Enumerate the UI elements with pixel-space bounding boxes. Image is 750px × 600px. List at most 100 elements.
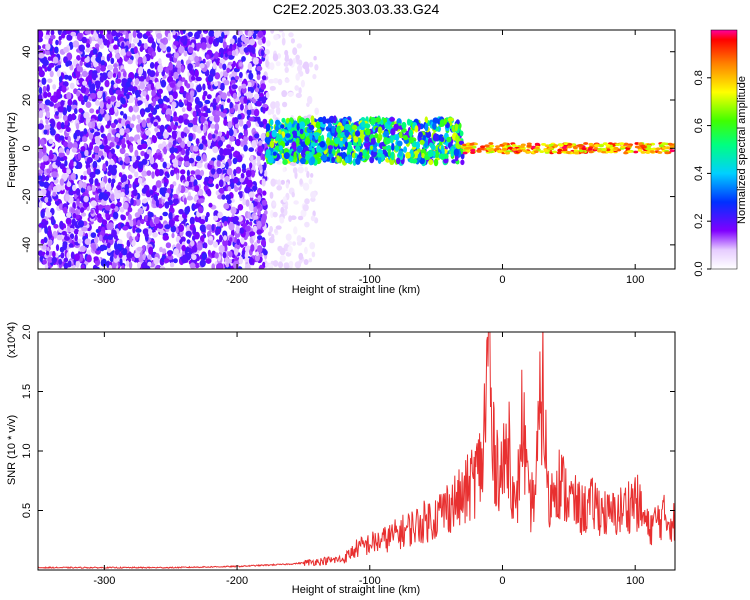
spectrogram-cell xyxy=(93,256,99,261)
spectrogram-cell xyxy=(195,138,200,145)
spectrogram-cell xyxy=(434,150,440,159)
spectrogram-cell xyxy=(267,108,272,116)
spectrogram-cell xyxy=(212,104,217,111)
spectrogram-cell xyxy=(39,162,46,170)
spectrogram-cell xyxy=(178,208,184,215)
spectrogram-cell xyxy=(65,217,72,225)
spectrogram-cell xyxy=(72,184,77,192)
x-tick-label: 0 xyxy=(499,274,505,286)
spectrogram-cell xyxy=(359,129,364,138)
spectrogram-cell xyxy=(128,32,133,41)
spectrogram-cell xyxy=(295,54,300,61)
spectrogram-cell xyxy=(176,82,183,88)
spectrogram-cell xyxy=(100,259,107,267)
spectrogram-cell xyxy=(77,152,82,160)
spectrogram-cell xyxy=(165,108,172,117)
spectrogram-cell xyxy=(166,173,170,178)
spectrogram-cell xyxy=(166,46,171,53)
spectrogram-cell xyxy=(240,35,247,42)
spectrogram-cell xyxy=(42,155,49,162)
spectrogram-cell xyxy=(665,146,671,150)
spectrogram-cell xyxy=(100,55,106,62)
spectrogram-cell xyxy=(38,30,44,39)
spectrogram-cell xyxy=(126,51,132,56)
spectrogram-cell xyxy=(190,176,195,182)
spectrogram-cell xyxy=(256,155,261,163)
spectrogram-cell xyxy=(53,223,59,229)
spectrogram-cell xyxy=(75,260,80,268)
spectrogram-cell xyxy=(494,147,500,151)
spectrogram-cell xyxy=(334,137,341,145)
spectrogram-cell xyxy=(175,227,179,234)
spectrogram-cell xyxy=(178,224,185,233)
spectrogram-cell xyxy=(257,209,261,217)
spectrogram-cell xyxy=(135,124,141,130)
spectrogram-cell xyxy=(280,179,285,185)
spectrogram-cell xyxy=(236,238,241,245)
spectrogram-cell xyxy=(63,257,69,263)
spectrogram-cell xyxy=(383,130,390,138)
spectrogram-cell xyxy=(136,32,143,39)
spectrogram-cell xyxy=(247,211,251,220)
spectrogram-cell xyxy=(263,249,268,256)
spectrogram-cell xyxy=(669,145,675,149)
spectrogram-cell xyxy=(281,90,288,98)
spectrogram-cell xyxy=(263,210,268,215)
spectrogram-cell xyxy=(115,89,122,95)
spectrogram-cell xyxy=(151,171,155,179)
spectrogram-cell xyxy=(543,149,549,153)
spectrogram-cell xyxy=(401,121,407,129)
spectrogram-cell xyxy=(204,176,210,182)
spectrogram-cell xyxy=(110,148,115,155)
spectrogram-cell xyxy=(112,211,119,220)
spectrogram-cell xyxy=(156,188,160,193)
spectrogram-cell xyxy=(168,219,175,228)
spectrogram-cell xyxy=(165,67,170,74)
spectrogram-cell xyxy=(121,118,126,127)
spectrogram-cell xyxy=(224,175,230,183)
spectrogram-cell xyxy=(304,198,310,205)
spectrogram-cell xyxy=(48,138,54,144)
spectrogram-cell xyxy=(626,145,632,148)
spectrogram-cell xyxy=(69,82,75,90)
spectrogram-cell xyxy=(235,138,241,147)
spectrogram-cell xyxy=(201,135,206,141)
spectrogram-cell xyxy=(127,59,133,65)
spectrogram-cell xyxy=(47,240,52,247)
spectrogram-cell xyxy=(218,179,224,188)
spectrogram-cell xyxy=(63,206,68,214)
spectrogram-cell xyxy=(42,259,47,265)
spectrogram-cell xyxy=(634,145,640,149)
spectrogram-cell xyxy=(77,161,82,169)
spectrogram-cell xyxy=(173,71,179,80)
spectrogram-cell xyxy=(115,101,121,108)
spectrogram-cell xyxy=(69,64,74,71)
spectrogram-y-label: Frequency (Hz) xyxy=(6,112,18,188)
spectrogram-cell xyxy=(99,100,104,109)
spectrogram-cell xyxy=(222,41,227,49)
spectrogram-cell xyxy=(124,188,130,196)
spectrogram-cell xyxy=(154,127,159,132)
spectrogram-cell xyxy=(321,154,328,162)
spectrogram-cell xyxy=(55,39,59,46)
spectrogram-cell xyxy=(258,264,264,269)
spectrogram-cell xyxy=(511,148,517,151)
spectrogram-cell xyxy=(140,150,146,157)
spectrogram-cell xyxy=(290,215,297,220)
spectrogram-cell xyxy=(127,207,133,213)
spectrogram-cell xyxy=(124,128,130,134)
spectrogram-cell xyxy=(58,36,62,41)
spectrogram-cell xyxy=(70,251,75,260)
spectrogram-cell xyxy=(38,52,45,59)
spectrogram-cell xyxy=(38,223,43,228)
y-tick-label: 1.0 xyxy=(21,443,33,458)
spectrogram-cell xyxy=(173,40,179,46)
spectrogram-cell xyxy=(601,148,607,152)
spectrogram-cell xyxy=(212,146,219,154)
spectrogram-cell xyxy=(95,99,100,106)
spectrogram-cell xyxy=(42,221,47,229)
spectrogram-cell xyxy=(38,123,44,130)
spectrogram-cell xyxy=(626,150,632,154)
spectrogram-cell xyxy=(110,80,115,86)
spectrogram-cell xyxy=(52,84,57,90)
